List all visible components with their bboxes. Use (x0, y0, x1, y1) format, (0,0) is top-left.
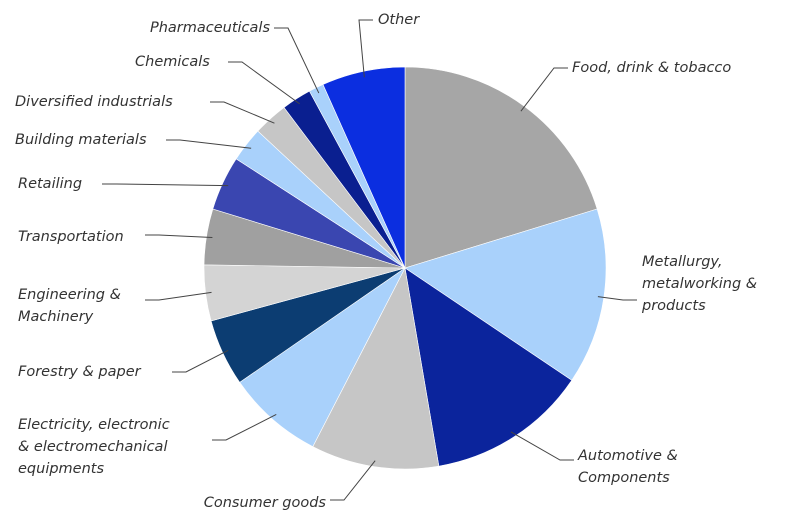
leader-line (510, 431, 574, 461)
leader-line (274, 27, 320, 94)
slice-label: Diversified industrials (15, 94, 173, 110)
pie-slice (239, 267, 406, 448)
leader-line (228, 61, 300, 105)
leader-line (597, 296, 637, 301)
slice-label: Building materials (15, 132, 147, 148)
leader-line (358, 19, 373, 78)
leader-line (172, 349, 229, 373)
slice-label: Automotive & Components (577, 448, 678, 486)
slice-label: Retailing (18, 176, 82, 192)
slice-label: Forestry & paper (18, 364, 142, 380)
slice-label-line: Machinery (18, 309, 94, 325)
slice-label-line: & electromechanical (18, 439, 167, 455)
leader-line (520, 67, 568, 112)
slice-label-line: Electricity, electronic (18, 417, 170, 433)
slice-label-line: Components (578, 470, 670, 486)
pie-slice (404, 267, 573, 467)
leader-line (210, 101, 275, 124)
slice-label: Food, drink & tobacco (572, 60, 731, 76)
leader-line (330, 460, 376, 501)
pie-slice (322, 66, 406, 269)
slice-label: Consumer goods (204, 495, 327, 511)
slice-label-line: Automotive & (577, 448, 678, 464)
slice-label: Transportation (18, 229, 124, 245)
slice-label: Pharmaceuticals (150, 20, 270, 36)
slice-label: Electricity, electronic & electromechanic… (18, 417, 170, 477)
leader-line (145, 234, 213, 239)
slice-label: Engineering & Machinery (18, 287, 121, 325)
slice-label: Other (378, 12, 420, 28)
slice-label-line: Engineering & (18, 287, 121, 303)
leader-line (145, 291, 212, 301)
leader-line (212, 414, 277, 441)
slice-label-line: products (641, 298, 706, 314)
slice-label-line: Metallurgy, (642, 254, 722, 270)
slice-label-line: equipments (18, 461, 104, 477)
leader-line (102, 183, 229, 187)
slice-label-line: metalworking & (642, 276, 757, 292)
slice-label: Metallurgy, metalworking & products (641, 254, 757, 314)
pie-slice (312, 267, 440, 470)
leader-line (166, 139, 252, 149)
slice-label: Chemicals (135, 54, 210, 70)
